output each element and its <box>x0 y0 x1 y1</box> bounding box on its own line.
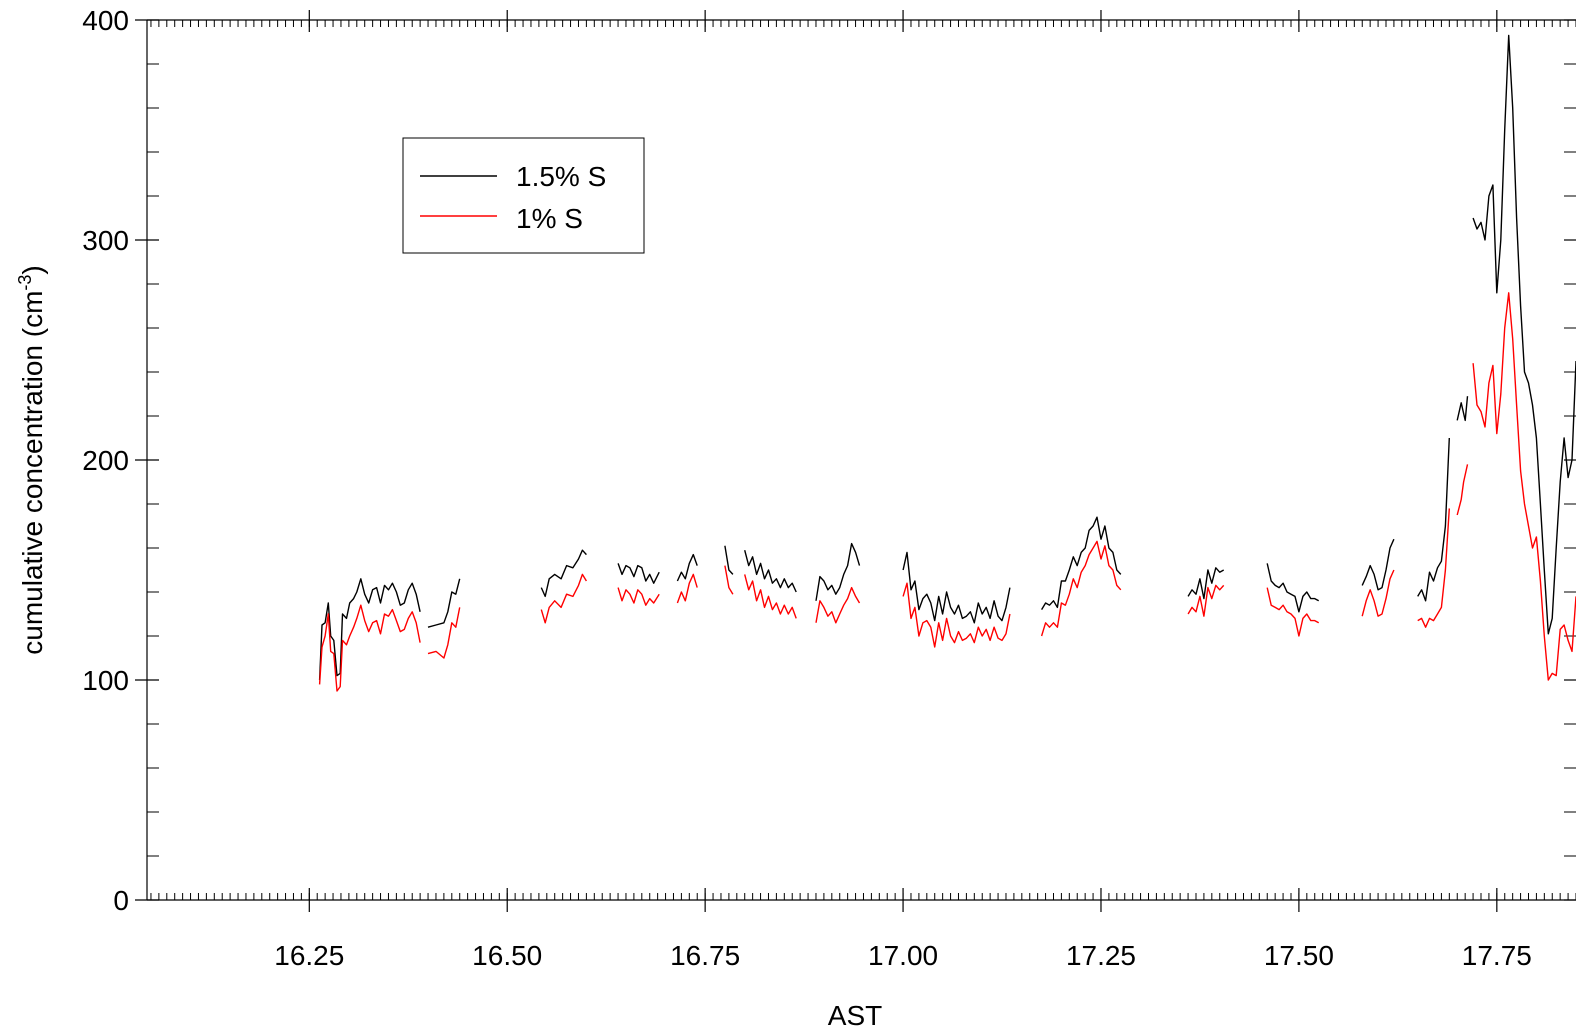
series-1-line <box>724 545 734 575</box>
series-1-line <box>427 578 461 628</box>
series-1 <box>318 34 1576 681</box>
legend-box <box>402 137 645 254</box>
minor-ticks <box>147 20 1576 900</box>
x-tick-label: 17.50 <box>1264 940 1334 971</box>
series-1-line <box>1266 563 1320 613</box>
series-1-line <box>617 563 660 584</box>
series-1-line <box>744 550 797 593</box>
series-2-line <box>902 582 1011 648</box>
series-1-line <box>902 551 1011 624</box>
series-1-line <box>318 578 421 681</box>
series-2-line <box>744 574 797 619</box>
series-2-line <box>1456 464 1469 516</box>
series-2-line <box>1187 584 1225 617</box>
series-2 <box>318 292 1576 692</box>
y-tick-label: 0 <box>113 885 129 916</box>
series-1-line <box>815 542 861 601</box>
x-tick-label: 17.75 <box>1462 940 1532 971</box>
series-1-line <box>1456 396 1469 422</box>
major-ticks <box>135 10 1576 912</box>
series-2-line <box>617 587 660 606</box>
series-1-line <box>1187 567 1225 600</box>
y-tick-label: 300 <box>82 225 129 256</box>
y-axis-title-superscript: -3 <box>15 275 35 291</box>
x-tick-label: 16.50 <box>472 940 542 971</box>
series-2-line <box>1472 292 1576 681</box>
series-2-line <box>318 604 421 692</box>
series-2-line <box>815 586 861 624</box>
legend-label-series-1: 1.5% S <box>516 161 606 192</box>
series-2-line <box>676 573 698 604</box>
series-1-line <box>1417 437 1450 602</box>
x-tick-label: 16.75 <box>670 940 740 971</box>
y-tick-label: 200 <box>82 445 129 476</box>
series-1-line <box>1361 538 1395 591</box>
x-axis-title: AST <box>828 1000 882 1031</box>
legend-label-series-2: 1% S <box>516 203 583 234</box>
y-axis-title-close: ) <box>17 265 48 274</box>
x-tick-labels: 16.25 16.50 16.75 17.00 17.25 17.50 17.75 <box>274 940 1532 971</box>
plot-frame <box>146 19 1576 901</box>
series-2-line <box>1266 587 1320 637</box>
series-2-line <box>1361 569 1395 617</box>
x-tick-label: 17.25 <box>1066 940 1136 971</box>
y-axis-title: cumulative concentration (cm-3) <box>15 265 48 655</box>
series-1-line <box>540 549 587 598</box>
series-1-line <box>1041 516 1122 610</box>
x-tick-label: 17.00 <box>868 940 938 971</box>
y-tick-labels: 0 100 200 300 400 <box>82 5 129 916</box>
y-tick-label: 400 <box>82 5 129 36</box>
series-2-line <box>427 607 461 659</box>
series-2-line <box>540 573 587 624</box>
series-1-line <box>1472 34 1576 635</box>
series-2-line <box>724 565 734 595</box>
y-tick-label: 100 <box>82 665 129 696</box>
series-2-line <box>1417 508 1450 628</box>
series-1-line <box>676 553 698 582</box>
series-2-line <box>1040 540 1122 637</box>
x-tick-label: 16.25 <box>274 940 344 971</box>
legend: 1.5% S 1% S <box>402 137 645 254</box>
y-axis-title-main: cumulative concentration (cm <box>17 291 48 655</box>
series-layer <box>318 34 1576 692</box>
